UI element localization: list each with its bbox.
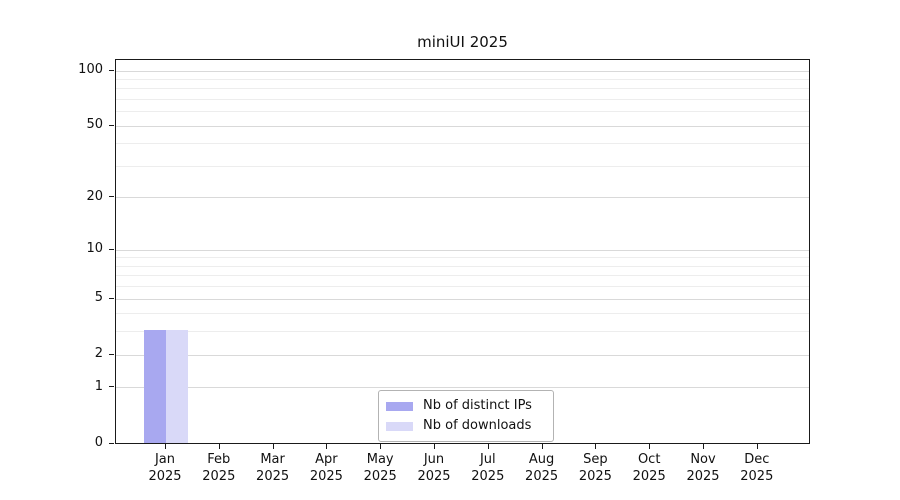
x-tick-label: Dec 2025 xyxy=(740,452,774,484)
x-tick-label: Jul 2025 xyxy=(471,452,505,484)
legend-swatch xyxy=(386,421,413,431)
y-tick-label: 20 xyxy=(86,188,103,204)
y-tick-label: 0 xyxy=(94,435,103,450)
y-tick-label: 10 xyxy=(86,241,103,257)
x-tick xyxy=(380,444,382,449)
y-tick xyxy=(109,196,114,198)
x-tick xyxy=(218,444,220,449)
chart-title: miniUI 2025 xyxy=(417,33,508,51)
legend: Nb of distinct IPs Nb of downloads xyxy=(378,390,554,442)
major-gridline xyxy=(116,298,809,300)
minor-gridline xyxy=(116,275,809,277)
minor-gridline xyxy=(116,331,809,333)
major-gridline xyxy=(116,354,809,356)
x-tick-label: May 2025 xyxy=(363,452,397,484)
y-tick xyxy=(109,386,114,388)
major-gridline xyxy=(116,70,809,72)
legend-swatch xyxy=(386,401,413,411)
minor-gridline xyxy=(116,313,809,315)
bar-distinct-ips xyxy=(144,330,166,443)
x-tick xyxy=(165,444,166,449)
major-gridline xyxy=(116,387,809,389)
x-tick-label: Apr 2025 xyxy=(309,452,343,484)
x-tick xyxy=(487,444,489,449)
x-tick xyxy=(756,444,758,449)
x-tick-label: Jan 2025 xyxy=(148,452,182,484)
minor-gridline xyxy=(116,88,809,90)
x-tick-label: Aug 2025 xyxy=(525,452,559,484)
plot-area xyxy=(115,59,810,444)
minor-gridline xyxy=(116,78,809,80)
y-tick-label: 50 xyxy=(86,117,103,133)
legend-label: Nb of downloads xyxy=(423,418,532,433)
x-tick xyxy=(326,444,328,449)
y-tick-label: 100 xyxy=(78,62,103,77)
y-tick xyxy=(109,442,114,444)
minor-gridline xyxy=(116,286,809,288)
x-tick-label: Sep 2025 xyxy=(578,452,612,484)
major-gridline xyxy=(116,249,809,251)
legend-row: Nb of downloads xyxy=(386,416,545,436)
x-tick xyxy=(703,444,704,449)
x-tick-label: Oct 2025 xyxy=(632,452,666,484)
x-tick xyxy=(649,444,651,449)
x-tick-label: Nov 2025 xyxy=(686,452,720,484)
minor-gridline xyxy=(116,265,809,267)
x-tick xyxy=(541,444,543,449)
legend-label: Nb of distinct IPs xyxy=(423,398,532,413)
x-tick xyxy=(272,444,274,449)
legend-row: Nb of distinct IPs xyxy=(386,396,545,416)
x-tick-label: Mar 2025 xyxy=(256,452,290,484)
minor-gridline xyxy=(116,257,809,259)
y-tick xyxy=(109,124,114,126)
y-tick xyxy=(109,248,114,250)
major-gridline xyxy=(116,125,809,127)
minor-gridline xyxy=(116,98,809,100)
y-tick-label: 5 xyxy=(94,290,103,306)
x-tick-label: Feb 2025 xyxy=(202,452,236,484)
major-gridline xyxy=(116,197,809,199)
x-tick-label: Jun 2025 xyxy=(417,452,451,484)
y-tick xyxy=(109,297,114,299)
minor-gridline xyxy=(116,111,809,113)
minor-gridline xyxy=(116,165,809,167)
y-tick-label: 1 xyxy=(94,378,103,394)
bar-downloads xyxy=(166,330,188,443)
x-tick xyxy=(595,444,597,449)
y-tick-label: 2 xyxy=(94,346,103,362)
y-tick xyxy=(109,69,114,71)
x-tick xyxy=(434,444,435,449)
minor-gridline xyxy=(116,143,809,145)
y-tick xyxy=(109,353,114,355)
